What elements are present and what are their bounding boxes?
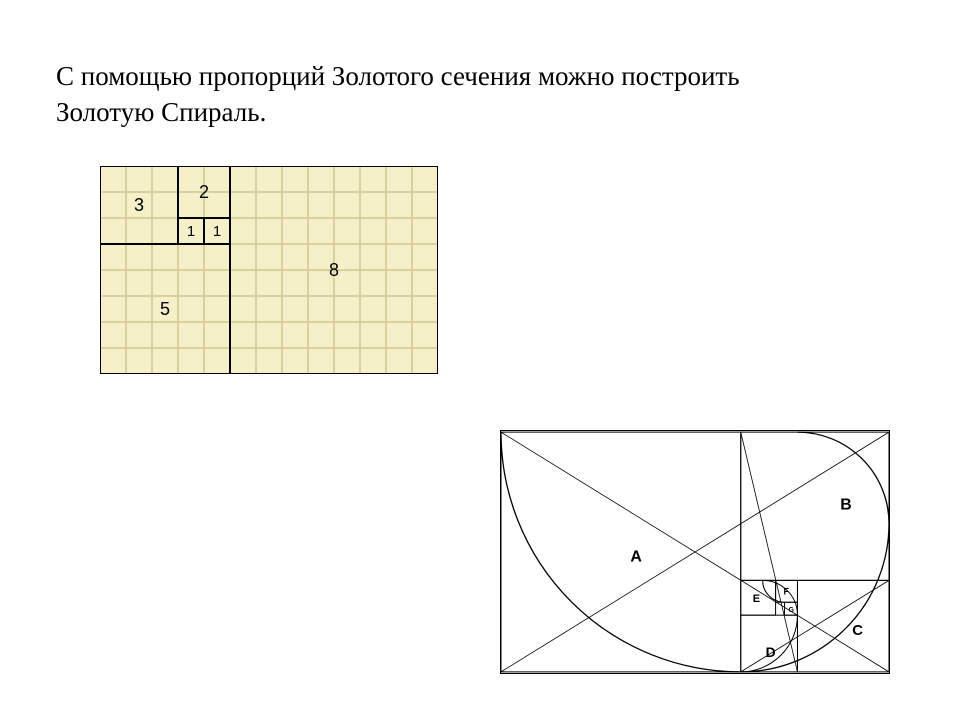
spiral-region-B <box>741 432 889 580</box>
fib-square-sq1a: 1 <box>178 218 204 244</box>
fib-square-label: 1 <box>213 223 221 240</box>
spiral-region-C <box>797 580 889 672</box>
spiral-region-label-D: D <box>766 644 776 660</box>
spiral-region-A <box>501 432 741 672</box>
spiral-region-label-F: F <box>784 586 790 596</box>
spiral-svg: A B C D E F G <box>501 431 889 673</box>
spiral-region-label-E: E <box>753 593 760 605</box>
fib-square-label: 2 <box>199 182 209 203</box>
spiral-diagonal <box>741 432 798 672</box>
spiral-region-label-C: C <box>852 622 863 639</box>
spiral-region-label-G: G <box>789 607 794 614</box>
fib-square-sq3: 3 <box>100 166 178 244</box>
fib-square-label: 5 <box>160 299 170 320</box>
fibonacci-squares-diagram: 8 5 3 2 1 1 <box>100 166 438 374</box>
fib-square-sq8: 8 <box>230 166 438 374</box>
heading-text: С помощью пропорций Золотого сечения мож… <box>56 61 740 127</box>
fib-square-sq5: 5 <box>100 244 230 374</box>
fib-square-label: 1 <box>187 223 195 240</box>
page-heading: С помощью пропорций Золотого сечения мож… <box>56 58 836 131</box>
spiral-region-label-A: A <box>630 548 642 565</box>
spiral-region-label-B: B <box>840 497 852 514</box>
fib-square-sq2: 2 <box>178 166 230 218</box>
fib-square-sq1b: 1 <box>204 218 230 244</box>
fib-square-label: 8 <box>329 260 339 281</box>
golden-spiral-diagram: A B C D E F G <box>500 430 890 674</box>
fib-square-label: 3 <box>134 195 144 216</box>
